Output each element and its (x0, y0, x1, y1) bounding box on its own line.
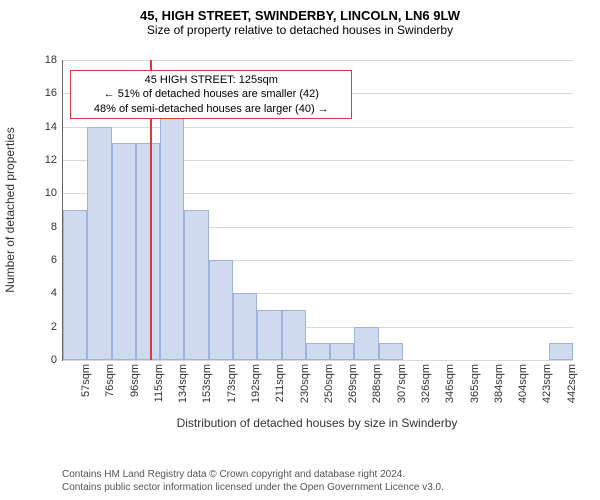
histogram-bar (549, 343, 573, 360)
histogram-chart: 02468101214161857sqm76sqm96sqm115sqm134s… (62, 60, 573, 361)
histogram-bar (87, 127, 111, 360)
x-tick-label: 153sqm (201, 364, 213, 403)
x-tick-label: 423sqm (541, 364, 553, 403)
histogram-bar (379, 343, 403, 360)
annotation-line: ← 51% of detached houses are smaller (42… (75, 87, 347, 101)
histogram-bar (209, 260, 233, 360)
x-tick-label: 269sqm (347, 364, 359, 403)
x-tick-label: 115sqm (153, 364, 165, 402)
y-tick-label: 14 (45, 121, 63, 133)
y-tick-label: 12 (45, 154, 63, 166)
y-tick-label: 6 (51, 254, 63, 266)
gridline (63, 60, 573, 61)
x-axis-label: Distribution of detached houses by size … (62, 416, 572, 430)
page-title: 45, HIGH STREET, SWINDERBY, LINCOLN, LN6… (0, 0, 600, 23)
gridline (63, 360, 573, 361)
annotation-line: 48% of semi-detached houses are larger (… (75, 102, 347, 116)
x-tick-label: 288sqm (371, 364, 383, 403)
x-tick-label: 76sqm (104, 364, 116, 397)
x-tick-label: 192sqm (250, 364, 262, 403)
x-tick-label: 250sqm (323, 364, 335, 403)
x-tick-label: 326sqm (420, 364, 432, 403)
annotation-line: 45 HIGH STREET: 125sqm (75, 73, 347, 87)
y-tick-label: 2 (51, 321, 63, 333)
y-axis-label: Number of detached properties (3, 127, 17, 292)
x-tick-label: 230sqm (299, 364, 311, 403)
x-tick-label: 404sqm (517, 364, 529, 403)
x-tick-label: 57sqm (80, 364, 92, 397)
histogram-bar (63, 210, 87, 360)
y-tick-label: 16 (45, 87, 63, 99)
footer-line-2: Contains public sector information licen… (62, 481, 444, 494)
annotation-callout: 45 HIGH STREET: 125sqm← 51% of detached … (70, 70, 352, 119)
y-tick-label: 10 (45, 187, 63, 199)
histogram-bar (160, 110, 184, 360)
histogram-bar (330, 343, 354, 360)
x-tick-label: 384sqm (493, 364, 505, 403)
x-tick-label: 307sqm (396, 364, 408, 403)
y-tick-label: 4 (51, 287, 63, 299)
x-tick-label: 211sqm (274, 364, 286, 402)
x-tick-label: 96sqm (129, 364, 141, 397)
histogram-bar (184, 210, 208, 360)
histogram-bar (306, 343, 330, 360)
footer-attribution: Contains HM Land Registry data © Crown c… (62, 468, 444, 494)
x-tick-label: 442sqm (566, 364, 578, 403)
histogram-bar (136, 143, 160, 360)
y-tick-label: 8 (51, 221, 63, 233)
y-tick-label: 0 (51, 354, 63, 366)
x-tick-label: 173sqm (226, 364, 238, 403)
x-tick-label: 346sqm (444, 364, 456, 403)
histogram-bar (257, 310, 281, 360)
histogram-bar (282, 310, 306, 360)
page-subtitle: Size of property relative to detached ho… (0, 23, 600, 37)
histogram-bar (233, 293, 257, 360)
histogram-bar (112, 143, 136, 360)
footer-line-1: Contains HM Land Registry data © Crown c… (62, 468, 444, 481)
y-tick-label: 18 (45, 54, 63, 66)
x-tick-label: 134sqm (177, 364, 189, 403)
histogram-bar (354, 327, 378, 360)
gridline (63, 127, 573, 128)
x-tick-label: 365sqm (469, 364, 481, 403)
